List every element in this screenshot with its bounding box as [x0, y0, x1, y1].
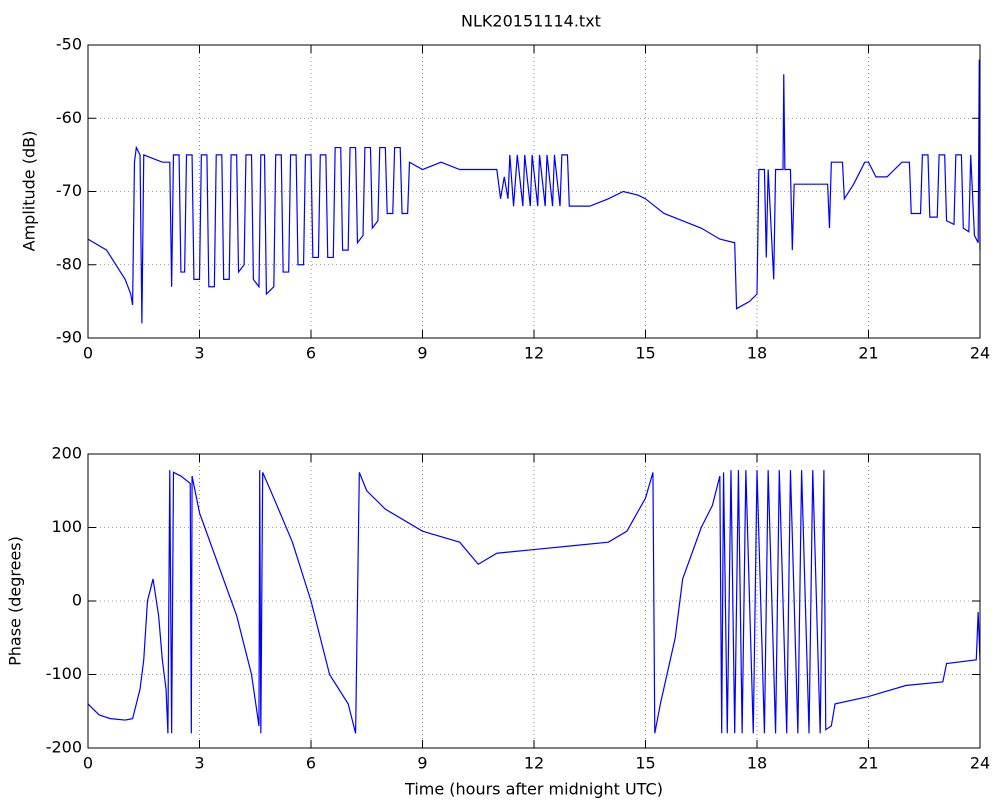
x-tick-label: 12 — [524, 344, 544, 363]
data-line — [87, 59, 981, 324]
y-axis-label: Amplitude (dB) — [20, 131, 39, 252]
y-tick-label: -70 — [56, 181, 82, 200]
x-tick-label: 18 — [747, 754, 767, 773]
axes-box — [87, 44, 981, 339]
x-tick-label: 6 — [306, 754, 316, 773]
data-line — [87, 470, 981, 734]
y-tick-label: -90 — [56, 328, 82, 347]
y-tick-label: 100 — [51, 517, 82, 536]
y-tick-label: -200 — [46, 738, 82, 757]
x-axis-label: Time (hours after midnight UTC) — [404, 780, 663, 799]
y-tick-label: 200 — [51, 444, 82, 463]
x-tick-label: 9 — [417, 344, 427, 363]
x-tick-label: 9 — [417, 754, 427, 773]
axes-box — [87, 453, 981, 749]
y-tick-label: 0 — [72, 591, 82, 610]
x-tick-label: 6 — [306, 344, 316, 363]
x-tick-label: 3 — [194, 754, 204, 773]
x-tick-label: 12 — [524, 754, 544, 773]
x-tick-label: 21 — [858, 344, 878, 363]
y-tick-label: -80 — [56, 254, 82, 273]
x-tick-label: 0 — [83, 754, 93, 773]
x-tick-label: 24 — [970, 754, 990, 773]
x-tick-label: 15 — [635, 344, 655, 363]
y-tick-label: -100 — [46, 664, 82, 683]
x-tick-label: 24 — [970, 344, 990, 363]
chart-title: NLK20151114.txt — [461, 12, 601, 31]
x-tick-label: 18 — [747, 344, 767, 363]
y-tick-label: -50 — [56, 35, 82, 54]
x-tick-label: 21 — [858, 754, 878, 773]
y-tick-label: -60 — [56, 108, 82, 127]
y-axis-label: Phase (degrees) — [6, 536, 25, 666]
x-tick-label: 3 — [194, 344, 204, 363]
x-tick-label: 15 — [635, 754, 655, 773]
x-tick-label: 0 — [83, 344, 93, 363]
